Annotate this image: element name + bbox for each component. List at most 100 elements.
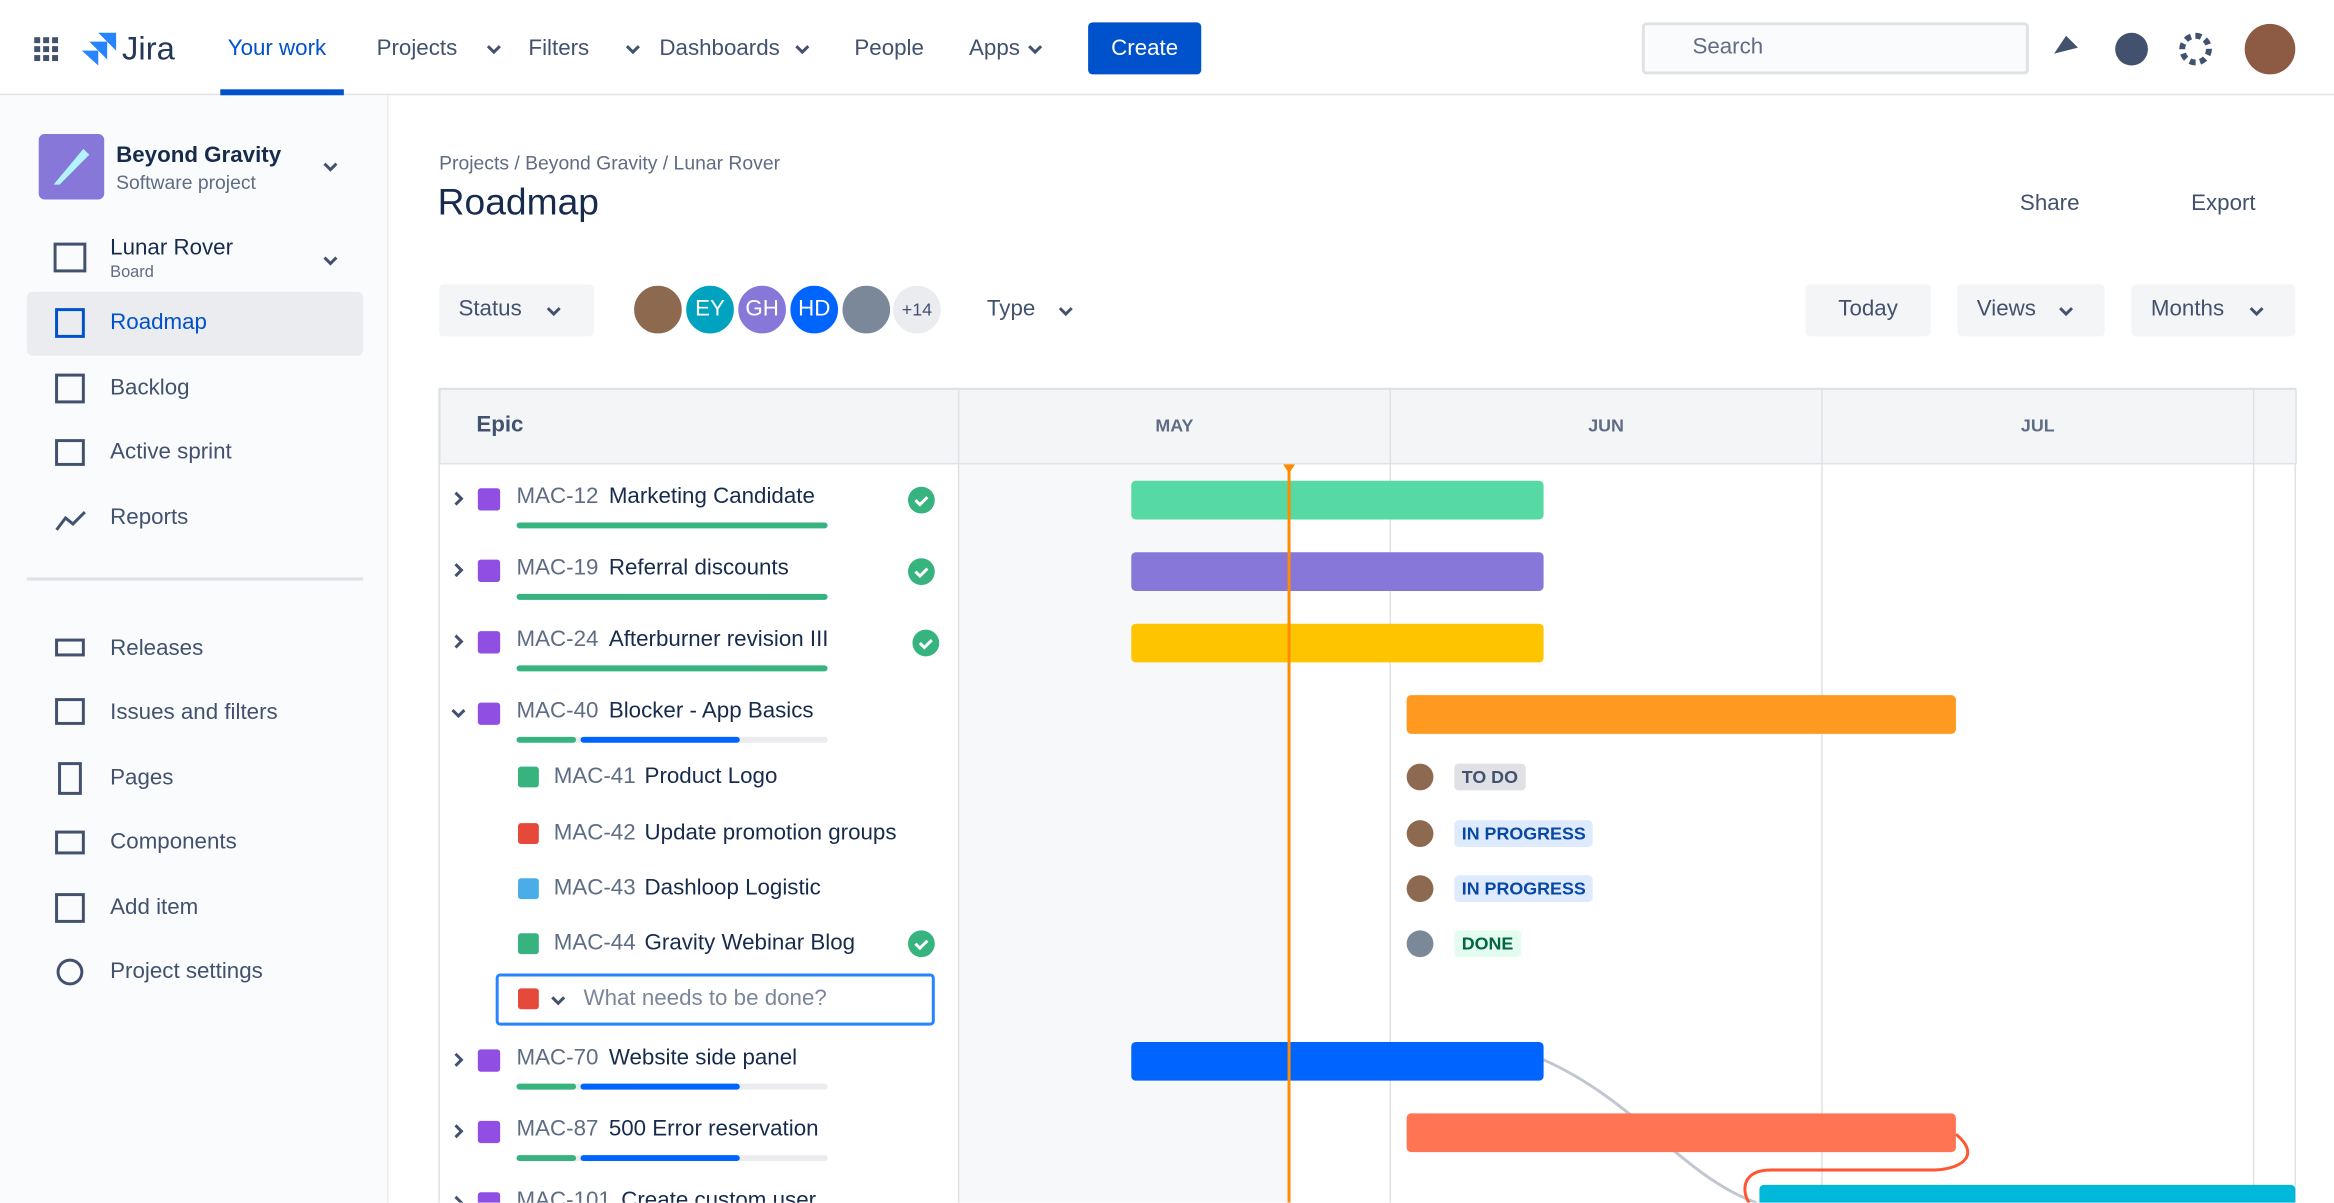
- dependency: [1743, 1133, 1970, 1203]
- months-button[interactable]: Months: [2150, 296, 2225, 322]
- chevron: [2249, 307, 2264, 317]
- issue-key[interactable]: MAC-42: [553, 820, 636, 846]
- chevron: [323, 162, 338, 172]
- avatar-initials: EY: [695, 296, 725, 322]
- create-label: Create: [1111, 35, 1179, 62]
- type-filter[interactable]: Type: [986, 296, 1036, 322]
- settings[interactable]: [2179, 32, 2212, 66]
- sidebar: [0, 95, 389, 1203]
- issue-key[interactable]: MAC-43: [553, 875, 636, 901]
- top-nav: [0, 0, 2334, 96]
- progress-done: [516, 736, 577, 743]
- issue-key[interactable]: MAC-41: [553, 763, 636, 789]
- assignee: [1406, 763, 1434, 791]
- chevron: [454, 491, 464, 506]
- create-button[interactable]: [1088, 22, 1202, 75]
- avatar-more[interactable]: [890, 282, 944, 337]
- sidebar-item[interactable]: Releases: [110, 635, 204, 661]
- chevron: [454, 1124, 464, 1139]
- issue-name[interactable]: Marketing Candidate: [608, 483, 815, 510]
- nav-item[interactable]: Your work: [227, 35, 327, 62]
- progress: [516, 593, 828, 600]
- issue-name[interactable]: Product Logo: [644, 763, 778, 789]
- create-placeholder: What needs to be done?: [583, 985, 827, 1011]
- issue-key[interactable]: MAC-12: [516, 483, 599, 510]
- status-lozenge: IN PROGRESS: [1454, 820, 1594, 847]
- nav-item[interactable]: Projects: [376, 35, 458, 62]
- sidebar-item[interactable]: Pages: [110, 765, 174, 791]
- avatar[interactable]: [787, 282, 842, 337]
- notifications[interactable]: [2054, 35, 2078, 57]
- issue-key[interactable]: MAC-44: [553, 930, 636, 956]
- issue-type-icon: [518, 823, 539, 844]
- issue-type-icon: [518, 766, 539, 788]
- share[interactable]: Share: [2019, 190, 2080, 216]
- issue-key[interactable]: MAC-24: [516, 626, 599, 652]
- assignee: [1406, 930, 1434, 958]
- nav-item[interactable]: Filters: [528, 35, 590, 62]
- sidebar-item[interactable]: Project settings: [110, 958, 263, 984]
- sidebar-item[interactable]: Reports: [110, 504, 189, 530]
- issue-key[interactable]: MAC-101: [516, 1187, 611, 1203]
- issue-name[interactable]: Blocker - App Basics: [608, 698, 814, 724]
- export[interactable]: Export: [2191, 190, 2256, 216]
- assignee: [1406, 820, 1434, 847]
- roadmap-header: [439, 388, 2297, 465]
- selected-item: [26, 291, 364, 356]
- issue-key[interactable]: MAC-70: [516, 1044, 599, 1071]
- issue-name[interactable]: Gravity Webinar Blog: [644, 930, 856, 956]
- status-lozenge: TO DO: [1454, 763, 1526, 791]
- nav-item[interactable]: People: [854, 35, 924, 62]
- more-avatars: +14: [901, 299, 933, 321]
- sidebar-item[interactable]: Issues and filters: [110, 699, 278, 725]
- issue-name[interactable]: 500 Error reservation: [608, 1116, 819, 1142]
- issue-name[interactable]: Update promotion groups: [644, 820, 897, 846]
- help[interactable]: [2115, 32, 2148, 66]
- search[interactable]: [1641, 22, 2029, 75]
- issue-type-icon: [518, 933, 539, 955]
- issue-name[interactable]: Dashloop Logistic: [644, 875, 821, 901]
- issue-key[interactable]: MAC-87: [516, 1116, 599, 1142]
- timeline-bar: [1406, 695, 1956, 734]
- nav-item[interactable]: Dashboards: [659, 35, 780, 62]
- issue-name[interactable]: Create custom user: [621, 1187, 817, 1203]
- status-filter[interactable]: Status: [458, 296, 522, 322]
- issue-name[interactable]: Referral discounts: [608, 555, 789, 581]
- sidebar-item[interactable]: Active sprint: [110, 439, 232, 465]
- board-type: Board: [110, 263, 154, 282]
- sidebar-item[interactable]: Backlog: [110, 375, 190, 401]
- chevron: [1058, 307, 1073, 317]
- status-lozenge: DONE: [1454, 930, 1521, 958]
- issue-name[interactable]: Afterburner revision III: [608, 626, 829, 652]
- active-tab: [220, 89, 344, 96]
- issue-name[interactable]: Website side panel: [608, 1044, 798, 1071]
- sidebar-item[interactable]: Roadmap: [110, 309, 207, 335]
- issue-key[interactable]: MAC-19: [516, 555, 599, 581]
- brand: Jira: [122, 29, 175, 67]
- avatar-photo[interactable]: [839, 282, 894, 337]
- check-mark: [914, 939, 929, 951]
- month-label: JUL: [2020, 415, 2055, 437]
- epic-icon: [477, 488, 501, 511]
- breadcrumb[interactable]: Projects / Beyond Gravity / Lunar Rover: [439, 151, 781, 175]
- month-label: MAY: [1155, 415, 1194, 437]
- create-input[interactable]: [495, 973, 935, 1026]
- chevron: [451, 708, 466, 719]
- nav-item[interactable]: Apps: [969, 35, 1020, 62]
- epic-icon: [477, 631, 501, 654]
- issue-type-icon: [518, 878, 539, 900]
- months-button-bg: [2131, 284, 2296, 337]
- issue-key[interactable]: MAC-40: [516, 698, 599, 724]
- avatar-initials: GH: [745, 296, 779, 322]
- sidebar-item[interactable]: Components: [110, 829, 237, 855]
- epic-icon: [477, 1120, 501, 1144]
- views-button[interactable]: Views: [1976, 296, 2036, 322]
- progress-done: [516, 1155, 577, 1162]
- avatar-photo[interactable]: [631, 282, 685, 337]
- user-avatar[interactable]: [2244, 23, 2296, 75]
- today-button[interactable]: Today: [1838, 296, 1898, 322]
- app-switcher[interactable]: [34, 37, 59, 62]
- sidebar-item[interactable]: Add item: [110, 894, 199, 920]
- chevron: [795, 45, 810, 55]
